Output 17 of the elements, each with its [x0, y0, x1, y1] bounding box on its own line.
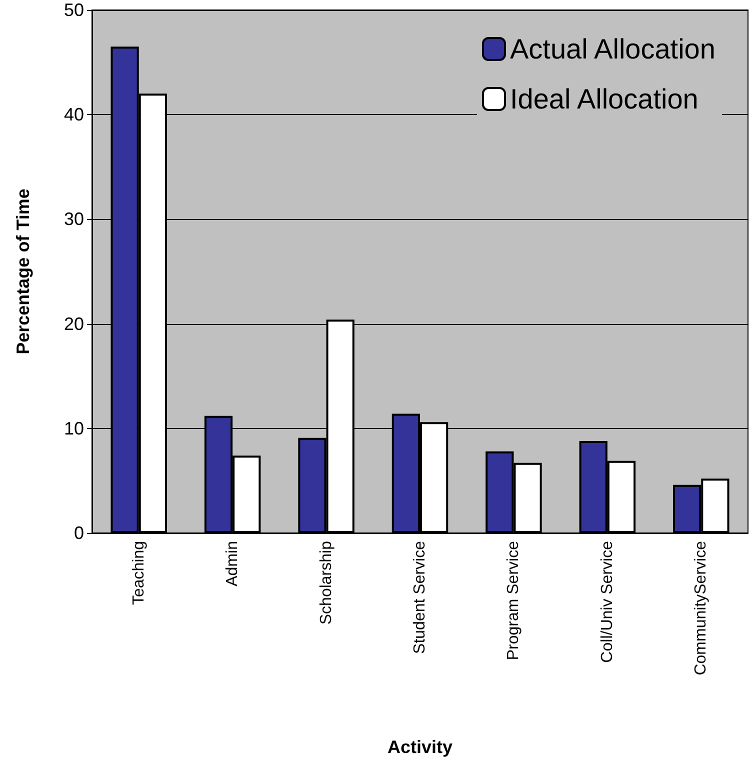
x-tick-label: Scholarship — [318, 540, 335, 625]
y-tick-label: 40 — [64, 104, 84, 125]
x-tick-label: Admin — [224, 541, 242, 586]
x-axis-title: Activity — [387, 737, 453, 757]
x-tick-label: Program Service — [505, 540, 522, 660]
y-tick-label: 50 — [64, 0, 84, 20]
x-tick-label: Coll/Univ Service — [598, 540, 616, 663]
y-tick-label: 0 — [74, 523, 84, 543]
x-tick-label: CommunityService — [692, 540, 710, 676]
y-tick-label: 20 — [64, 314, 84, 334]
legend-label: Actual Allocation — [510, 34, 716, 64]
y-tick-label: 10 — [64, 418, 84, 438]
y-tick-label: 30 — [64, 209, 84, 230]
x-tick-label: Student Service — [412, 540, 428, 654]
y-axis-title: Percentage of Time — [13, 188, 33, 354]
legend-label: Ideal Allocation — [510, 84, 698, 114]
x-tick-label: Teaching — [130, 541, 148, 606]
